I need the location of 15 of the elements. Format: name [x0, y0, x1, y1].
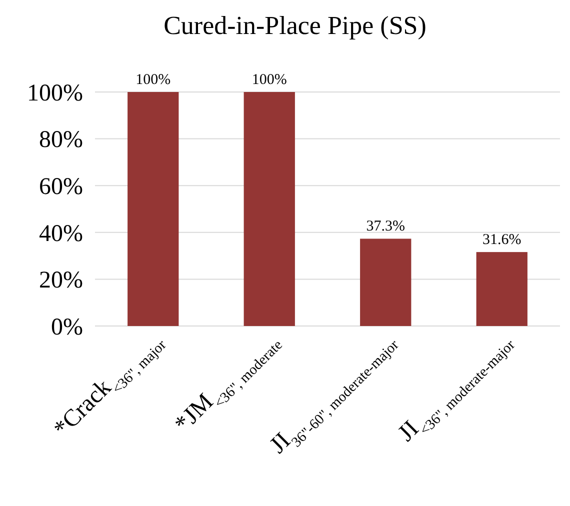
y-tick-label: 40% [39, 220, 83, 247]
y-tick-label: 100% [27, 80, 83, 106]
bar [244, 92, 295, 326]
y-tick-label: 0% [51, 314, 83, 340]
data-label: 31.6% [482, 232, 522, 248]
bar [476, 252, 528, 326]
y-tick-label: 20% [39, 268, 83, 294]
y-tick-label: 80% [39, 127, 83, 154]
y-tick-label: 60% [39, 174, 83, 200]
bar [360, 238, 412, 326]
data-label: 100% [136, 72, 171, 88]
chart-title: Cured-in-Place Pipe (SS) [164, 11, 426, 40]
data-label: 37.3% [366, 218, 405, 235]
data-label: 100% [252, 72, 287, 88]
bar [128, 92, 179, 326]
